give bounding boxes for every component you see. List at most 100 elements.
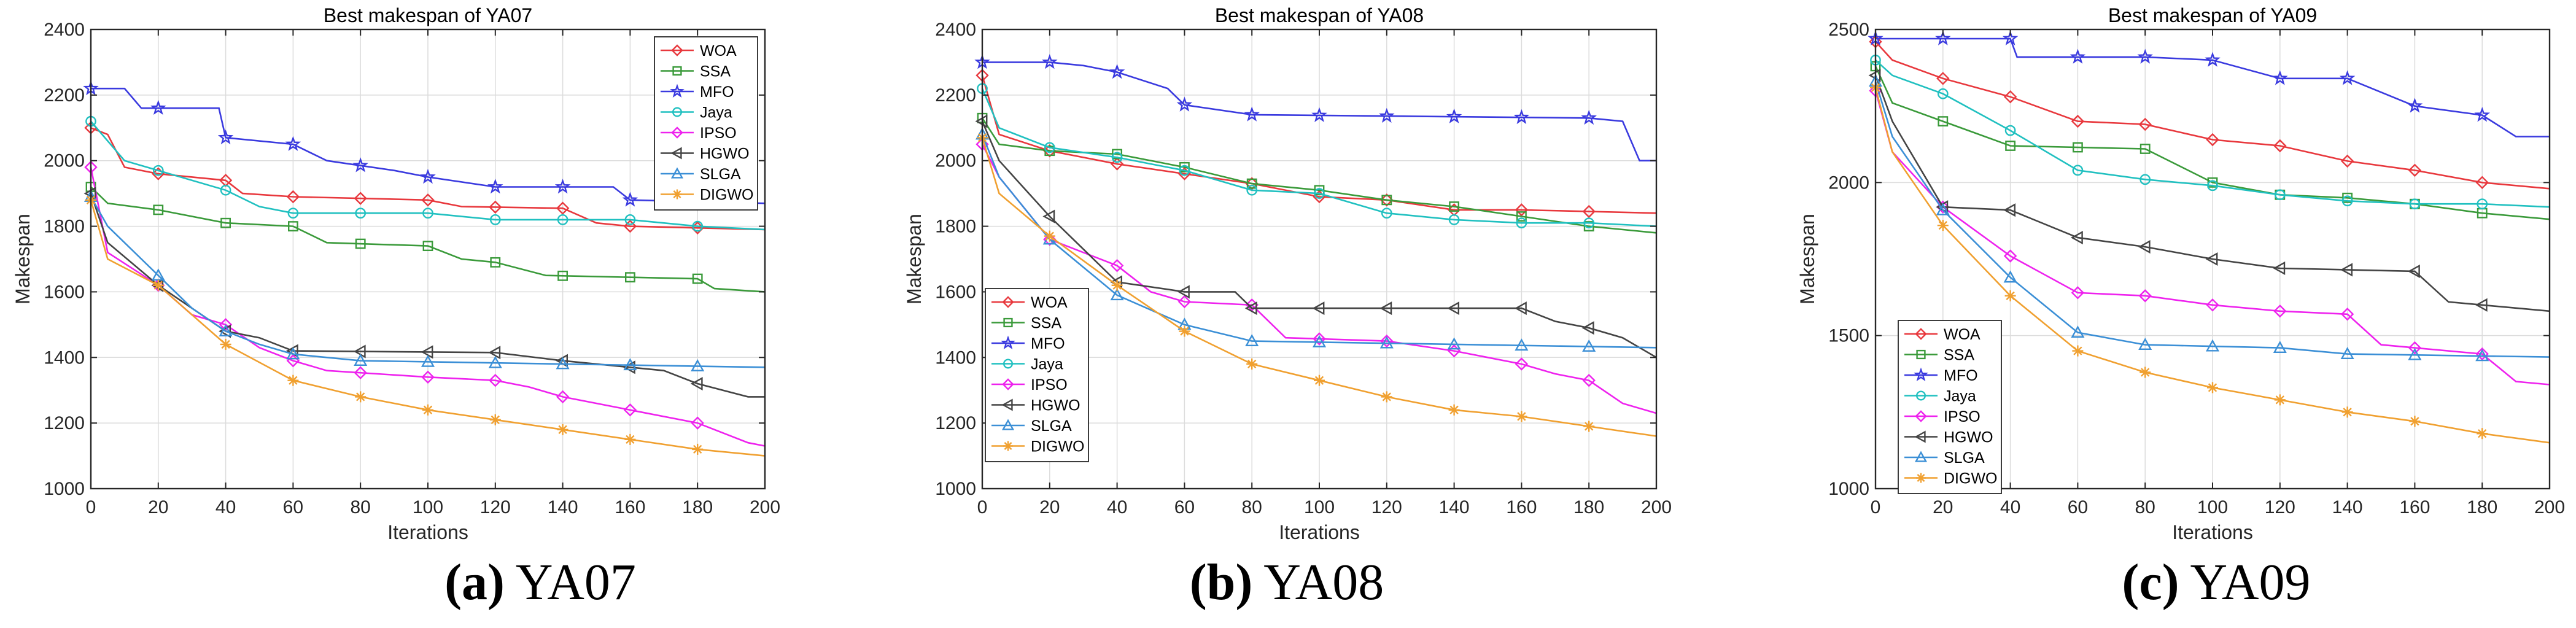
legend-marker-hgwo [1914,430,1926,443]
marker-hgwo [2273,261,2286,275]
legend-box [1898,320,2002,494]
marker-slga [623,358,637,371]
marker-woa [2206,133,2219,147]
series-line-ssa [981,117,1657,234]
marker-slga [2205,339,2220,352]
y-tick-label: 1600 [935,282,976,302]
marker-slga [1447,337,1461,350]
series-line-slga [981,134,1657,349]
marker-woa [2340,154,2354,168]
legend: WOA SSA MFO Jaya IPSO HGWO SLGA DIGWO [985,288,1089,462]
chart-title: Best makespan of YA08 [1215,4,1424,26]
legend-box [985,288,1089,462]
x-tick-label: 120 [2265,497,2295,518]
marker-ssa [1516,211,1527,222]
legend-label-digwo: DIGWO [1944,470,1998,487]
marker-mfo [2407,98,2423,113]
marker-slga [556,357,570,370]
x-tick-label: 40 [215,497,236,518]
marker-hgwo [2138,240,2151,254]
x-tick-label: 60 [1174,497,1195,518]
marker-hgwo [690,376,703,391]
series-line-slga [1874,81,2550,358]
marker-mfo [2070,48,2086,64]
x-tick-label: 120 [1371,497,1402,518]
marker-ipso [2408,341,2422,355]
x-tick-label: 100 [2197,497,2228,518]
marker-jaya [2207,180,2218,192]
x-tick-label: 200 [1641,497,1672,518]
marker-woa [1110,157,1124,171]
marker-jaya [2274,189,2286,201]
marker-digwo [1314,374,1325,386]
x-axis-label: Iterations [387,521,468,543]
marker-mfo [1176,96,1193,112]
legend-marker-mfo [670,83,685,98]
marker-ssa [2005,141,2015,151]
marker-slga [2408,347,2422,360]
marker-slga [1936,203,1950,215]
y-tick-label: 2500 [1828,20,1869,40]
y-axis-label: Makespan [1796,214,1818,304]
series-line-woa [981,75,1657,214]
marker-digwo [2072,345,2084,357]
marker-ssa [1179,162,1190,173]
marker-ssa [220,217,231,228]
caption-b: (b) YA08 [857,552,1717,612]
marker-digwo [1448,404,1460,416]
marker-mfo [2339,70,2356,85]
marker-digwo [287,374,299,386]
marker-jaya [489,214,501,225]
marker-digwo [355,391,367,403]
y-tick-label: 1000 [1828,479,1869,499]
marker-ipso [1177,295,1192,309]
marker-digwo [220,338,231,350]
chart-title: Best makespan of YA09 [2108,4,2317,26]
legend-label-ssa: SSA [1944,347,1974,364]
marker-slga [2138,338,2152,351]
x-tick-label: 180 [1573,497,1604,518]
series-line-hgwo [981,121,1657,359]
legend-label-ssa: SSA [700,63,731,80]
marker-digwo [2274,394,2286,406]
marker-jaya [287,207,299,219]
legend-marker-jaya [1003,359,1013,369]
marker-hgwo [1177,285,1190,299]
legend-label-digwo: DIGWO [1031,438,1085,455]
marker-woa [623,219,637,233]
marker-mfo [150,99,166,115]
x-tick-label: 120 [480,497,511,518]
marker-digwo [2409,416,2421,427]
x-tick-label: 200 [2534,497,2565,518]
marker-mfo [1244,106,1260,122]
marker-jaya [692,220,704,232]
marker-ssa [1938,116,1949,126]
marker-ipso [489,373,502,387]
legend-marker-ipso [1002,378,1014,390]
legend-label-mfo: MFO [1031,335,1065,352]
legend-label-digwo: DIGWO [700,187,754,204]
legend-marker-mfo [1001,335,1015,349]
series-line-woa [1875,41,2550,190]
x-tick-label: 80 [2135,497,2155,518]
marker-jaya [557,214,568,225]
chart-ya09: 0 20 40 60 80 100 120 140 160 180 200 1000 1500 2000 2… [1796,4,2565,543]
series-line-ssa [1874,66,2550,220]
marker-ssa [490,257,501,268]
marker-digwo [489,414,501,425]
marker-jaya [624,214,636,225]
marker-ipso [1380,334,1394,348]
marker-ipso [691,416,704,430]
marker-hgwo [1581,321,1594,335]
marker-slga [2273,341,2287,354]
legend-marker-hgwo [670,147,682,160]
marker-slga [488,355,502,368]
y-tick-label: 1200 [935,413,976,433]
marker-ssa [1449,201,1459,212]
x-tick-label: 80 [1242,497,1262,518]
marker-ipso [1515,357,1529,371]
legend-marker-woa [671,44,683,56]
marker-digwo [692,443,704,455]
marker-hgwo [1244,301,1257,316]
